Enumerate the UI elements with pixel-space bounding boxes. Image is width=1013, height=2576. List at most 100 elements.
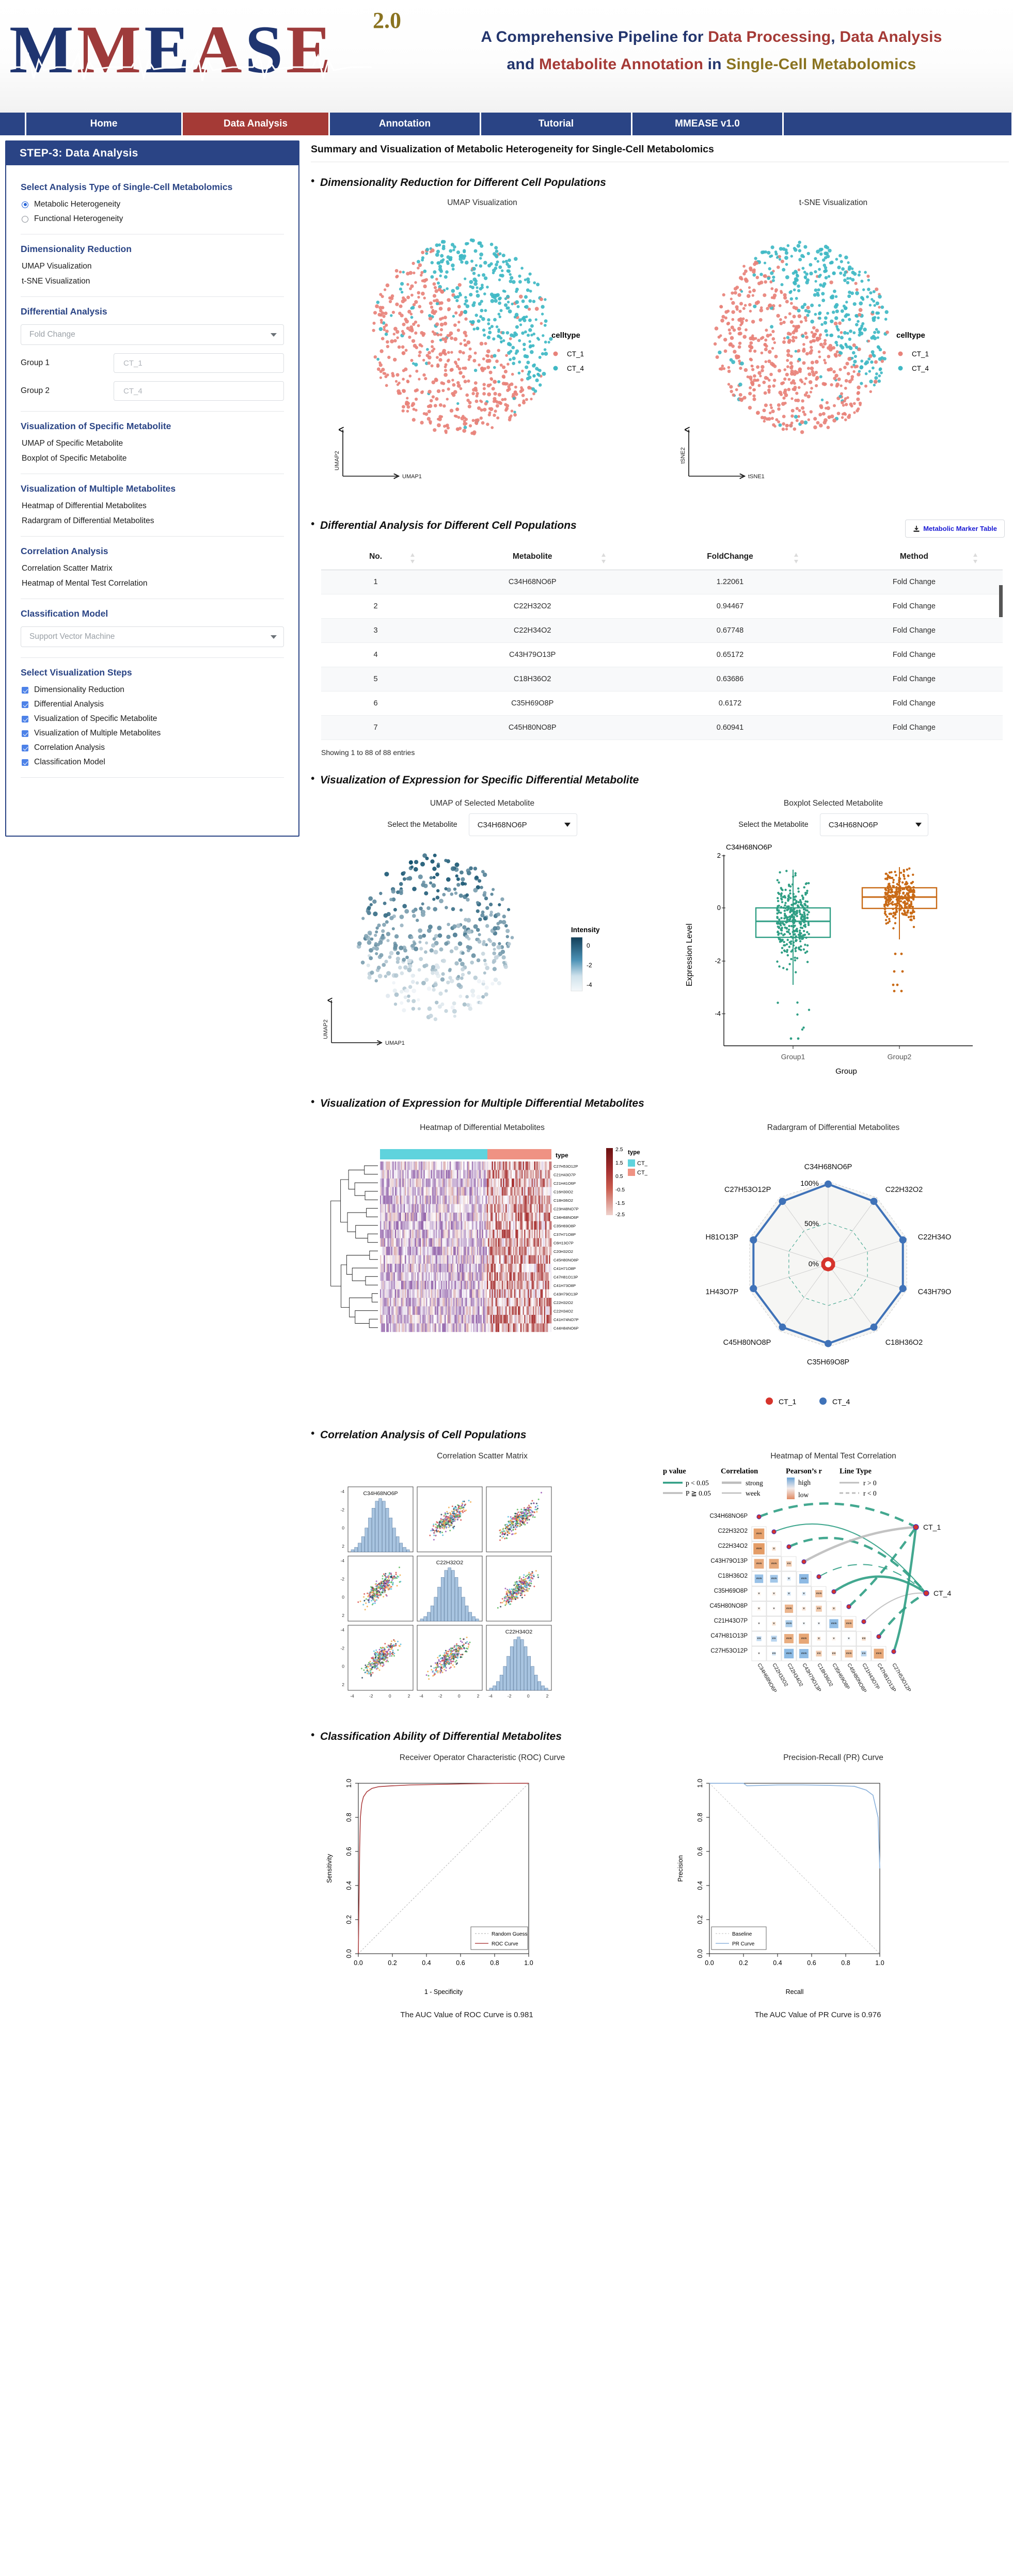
table-row[interactable]: 1 C34H68NO6P 1.22061 Fold Change — [321, 570, 1003, 594]
cell-no: 4 — [321, 642, 431, 667]
roc-title: Receiver Operator Characteristic (ROC) C… — [399, 1753, 565, 1762]
umap-selected-title: UMAP of Selected Metabolite — [430, 799, 535, 808]
cell-no: 1 — [321, 570, 431, 594]
chevron-down-icon — [915, 823, 922, 827]
metabolic-marker-table-button[interactable]: Metabolic Marker Table — [905, 520, 1005, 538]
table-row[interactable]: 6 C35H69O8P 0.6172 Fold Change — [321, 691, 1003, 716]
radar-legend-swatch-ct4 — [819, 1397, 827, 1405]
group2-label: Group 2 — [21, 386, 50, 395]
sort-icon — [410, 553, 415, 563]
scatter-matrix-tick: -4 — [488, 1693, 493, 1699]
cell-no: 3 — [321, 618, 431, 643]
table-row[interactable]: 5 C18H36O2 0.63686 Fold Change — [321, 667, 1003, 692]
checkbox-classification-model[interactable]: Classification Model — [22, 758, 284, 767]
radar-axis-label: C34H68NO6P — [804, 1163, 852, 1171]
boxplot-y-tick: -2 — [715, 957, 721, 965]
nav-item-tutorial[interactable]: Tutorial — [481, 113, 631, 135]
boxplot-y-tick: 2 — [717, 852, 721, 859]
radio-metabolic-heterogeneity[interactable]: Metabolic Heterogeneity — [22, 200, 284, 209]
group2-input[interactable]: CT_4 — [114, 381, 284, 401]
sidebar-link-radargram-differential[interactable]: Radargram of Differential Metabolites — [22, 516, 154, 525]
column-header-metabolite[interactable]: Metabolite — [430, 547, 635, 570]
sidebar-link-umap-specific[interactable]: UMAP of Specific Metabolite — [22, 439, 123, 448]
scatter-matrix-tick: -2 — [369, 1693, 373, 1699]
boxplot-metabolite-selector-row: Select the Metabolite C34H68NO6P — [658, 813, 1009, 836]
heatmap-row-label: C18H36O2 — [553, 1198, 573, 1203]
section-heading-dimensionality-reduction: Dimensionality Reduction for Different C… — [311, 176, 1009, 189]
scatter-matrix-tick: -2 — [340, 1507, 344, 1512]
fold-change-value: Fold Change — [29, 330, 75, 339]
sidebar-link-correlation-scatter[interactable]: Correlation Scatter Matrix — [22, 564, 113, 573]
differential-analysis-table: No. Metabolite FoldChange Method — [321, 547, 1003, 740]
sidebar-link-heatmap-differential[interactable]: Heatmap of Differential Metabolites — [22, 501, 147, 510]
table-row[interactable]: 3 C22H34O2 0.67748 Fold Change — [321, 618, 1003, 643]
radio-icon — [22, 215, 28, 223]
table-row[interactable]: 7 C45H80NO8P 0.60941 Fold Change — [321, 715, 1003, 740]
sidebar-link-umap-visualization[interactable]: UMAP Visualization — [22, 262, 92, 271]
checkbox-differential-analysis[interactable]: Differential Analysis — [22, 700, 284, 709]
nav-item-home[interactable]: Home — [26, 113, 181, 135]
umap-metabolite-select[interactable]: C34H68NO6P — [468, 813, 577, 836]
radio-icon — [22, 201, 28, 208]
section-heading-specific-metabolite: Visualization of Expression for Specific… — [311, 773, 1009, 787]
significance-stars: * — [758, 1607, 760, 1612]
classification-model-select[interactable]: Support Vector Machine — [21, 626, 284, 647]
boxplot-chart: C34H68NO6P 2 0 -2 -4 Expression Level — [685, 843, 973, 1076]
table-row[interactable]: 4 C43H79O13P 0.65172 Fold Change — [321, 642, 1003, 667]
pr-auc-caption: The AUC Value of PR Curve is 0.976 — [754, 2010, 881, 2019]
checkbox-correlation-analysis[interactable]: Correlation Analysis — [22, 743, 284, 752]
checkbox-dimensionality-reduction[interactable]: Dimensionality Reduction — [22, 685, 284, 695]
axis-tick: 0.4 — [422, 1959, 431, 1967]
group1-input[interactable]: CT_1 — [114, 353, 284, 373]
mental-test-correlation: p value Correlation Pearson’s r Line Typ… — [663, 1467, 951, 1694]
cell-metabolite: C45H80NO8P — [430, 715, 635, 740]
divider — [21, 296, 284, 297]
checkbox-visualization-specific[interactable]: Visualization of Specific Metabolite — [22, 714, 284, 724]
checkbox-label: Correlation Analysis — [34, 743, 105, 752]
heatmap-legend-title: type — [628, 1150, 640, 1156]
heatmap-title: Heatmap of Differential Metabolites — [420, 1123, 545, 1132]
fold-change-select[interactable]: Fold Change — [21, 324, 284, 345]
mantel-legend-title-pvalue: p value — [663, 1467, 686, 1475]
significance-stars: ** — [862, 1637, 866, 1642]
check-icon — [22, 744, 28, 751]
checkbox-visualization-multiple[interactable]: Visualization of Multiple Metabolites — [22, 729, 284, 738]
table-row[interactable]: 2 C22H32O2 0.94467 Fold Change — [321, 594, 1003, 619]
multiple-metabolites-title: Visualization of Multiple Metabolites — [21, 483, 176, 494]
significance-stars: * — [773, 1607, 775, 1612]
check-icon — [22, 730, 28, 737]
tagline-part: Single-Cell Metabolomics — [726, 55, 916, 73]
axis-tick: 1.0 — [875, 1959, 884, 1967]
nav-item-data-analysis[interactable]: Data Analysis — [183, 113, 328, 135]
heatmap-type-label: type — [556, 1152, 568, 1159]
sidebar-link-mental-heatmap[interactable]: Heatmap of Mental Test Correlation — [22, 579, 148, 588]
cell-foldchange: 1.22061 — [635, 570, 826, 594]
site-banner: MMEASE 2.0 A Comprehensive Pipeline for … — [0, 0, 1013, 113]
boxplot-metabolite-select[interactable]: C34H68NO6P — [819, 813, 928, 836]
axis-tick: 0.6 — [345, 1847, 353, 1856]
sidebar-link-boxplot-specific[interactable]: Boxplot of Specific Metabolite — [22, 454, 127, 463]
nav-item-mmease-v1[interactable]: MMEASE v1.0 — [632, 113, 782, 135]
logo-wordmark: MMEASE — [9, 11, 335, 87]
check-icon — [22, 701, 28, 708]
divider — [21, 777, 284, 778]
cell-method: Fold Change — [825, 715, 1003, 740]
radar-axis-label: C35H69O8P — [807, 1358, 849, 1366]
column-header-no[interactable]: No. — [321, 547, 431, 570]
column-header-method[interactable]: Method — [825, 547, 1003, 570]
column-header-foldchange[interactable]: FoldChange — [635, 547, 826, 570]
table-scrollbar[interactable] — [999, 585, 1003, 617]
checkbox-label: Visualization of Multiple Metabolites — [34, 729, 161, 737]
nav-item-annotation[interactable]: Annotation — [330, 113, 480, 135]
umap-selected-y-label: UMAP2 — [323, 1019, 329, 1039]
mantel-row-label: C27H53O12P — [710, 1648, 748, 1654]
radio-functional-heterogeneity[interactable]: Functional Heterogeneity — [22, 214, 284, 224]
section-heading-correlation: Correlation Analysis of Cell Populations — [311, 1428, 1009, 1441]
significance-stars: *** — [846, 1652, 851, 1657]
divider — [21, 657, 284, 658]
sort-icon — [601, 553, 606, 563]
sidebar-link-tsne-visualization[interactable]: t-SNE Visualization — [22, 277, 90, 286]
scatter-matrix-tick: -2 — [340, 1645, 344, 1651]
classification-model-value: Support Vector Machine — [29, 632, 115, 641]
radar-ring-label: 0% — [809, 1260, 819, 1268]
